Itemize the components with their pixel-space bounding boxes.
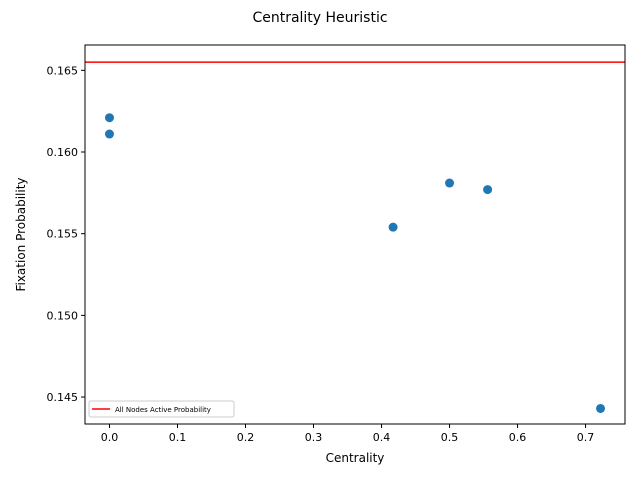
y-tick-label: 0.150 xyxy=(47,309,79,322)
x-axis-label: Centrality xyxy=(326,451,385,465)
data-point-2 xyxy=(104,129,114,139)
x-tick-label: 0.1 xyxy=(169,431,187,444)
y-axis: 0.145 0.150 0.155 0.160 0.165 xyxy=(47,64,85,404)
y-tick-label: 0.145 xyxy=(47,391,79,404)
data-point-1 xyxy=(104,113,114,123)
chart-title: Centrality Heuristic xyxy=(252,10,387,26)
y-tick-label: 0.155 xyxy=(47,228,79,241)
data-point-4 xyxy=(445,178,455,188)
y-tick-label: 0.160 xyxy=(47,146,79,159)
data-point-5 xyxy=(483,185,493,195)
x-tick-label: 0.0 xyxy=(101,431,119,444)
plot-frame xyxy=(84,44,626,425)
data-point-3 xyxy=(388,222,398,232)
legend-box xyxy=(88,400,235,418)
x-tick-label: 0.4 xyxy=(373,431,391,444)
x-tick-label: 0.5 xyxy=(441,431,459,444)
data-point-6 xyxy=(596,403,606,413)
plot-area xyxy=(85,45,625,424)
y-axis-label: Fixation Probability xyxy=(14,177,28,291)
y-tick-label: 0.165 xyxy=(47,64,79,77)
legend-label: All Nodes Active Probability xyxy=(115,406,211,414)
x-tick-label: 0.3 xyxy=(305,431,323,444)
x-tick-label: 0.6 xyxy=(509,431,527,444)
x-axis: 0.0 0.1 0.2 0.3 0.4 0.5 0.6 0.7 xyxy=(101,424,595,444)
x-tick-label: 0.2 xyxy=(237,431,255,444)
series-layer xyxy=(85,61,625,413)
legend: All Nodes Active Probability xyxy=(88,400,235,418)
x-tick-label: 0.7 xyxy=(577,431,595,444)
